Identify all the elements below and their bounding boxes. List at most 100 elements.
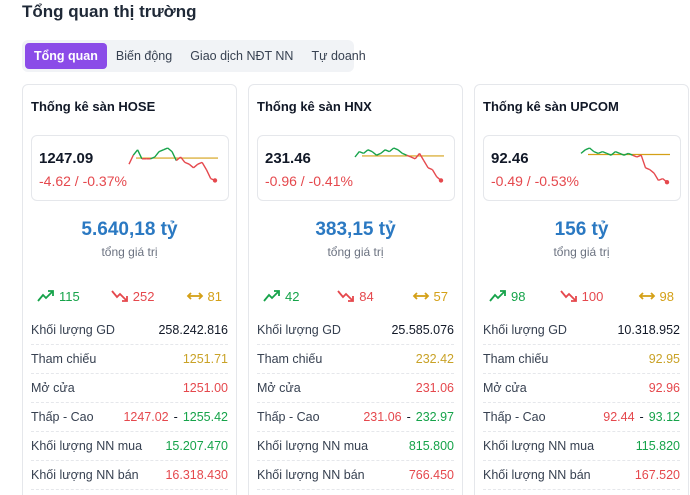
market-breadth: 98 100 98 xyxy=(483,287,680,305)
stats-list: Khối lượng GD 10.318.952 Tham chiếu 92.9… xyxy=(483,316,680,490)
value-foreign-sell: 167.520 xyxy=(634,468,680,482)
sparkline-segment xyxy=(602,150,608,155)
sparkline-segment xyxy=(427,167,433,171)
sparkline-segment xyxy=(163,147,168,151)
row-foreign-buy: Khối lượng NN mua 15.207.470 xyxy=(31,432,228,461)
market-breadth: 115 252 81 xyxy=(31,287,228,305)
value-low-high: 1247.02-1255.42 xyxy=(123,410,228,424)
sparkline-segment xyxy=(628,152,633,156)
sparkline-segment xyxy=(354,151,360,158)
sparkline-segment xyxy=(393,147,399,151)
sparkline-segment xyxy=(589,147,595,153)
intraday-sparkline xyxy=(354,147,444,183)
index-summary[interactable]: 231.46 -0.96 / -0.41% xyxy=(257,135,455,201)
sparkline-segment xyxy=(423,160,429,169)
total-value-caption: tổng giá trị xyxy=(553,245,610,259)
value-open: 1251.00 xyxy=(182,381,228,395)
tab-proprietary[interactable]: Tự doanh xyxy=(311,49,366,63)
label-foreign-sell: Khối lượng NN bán xyxy=(483,468,591,482)
sparkline-segment xyxy=(640,154,647,169)
row-volume: Khối lượng GD 25.585.076 xyxy=(257,316,454,345)
value-foreign-sell: 16.318.430 xyxy=(165,468,228,482)
index-change: -4.62 / -0.37% xyxy=(39,173,127,189)
value-foreign-buy: 115.820 xyxy=(635,439,680,453)
tab-fluctuation[interactable]: Biến động xyxy=(115,49,173,63)
decliners-count: 252 xyxy=(132,288,155,304)
index-summary[interactable]: 1247.09 -4.62 / -0.37% xyxy=(31,135,229,201)
tab-bar: Tổng quan Biến động Giao dịch NĐT NN Tự … xyxy=(22,40,366,72)
tab-overview[interactable]: Tổng quan xyxy=(25,43,107,69)
advancers-count: 115 xyxy=(59,288,80,304)
value-low-high: 231.06-232.97 xyxy=(363,410,454,424)
last-price-dot xyxy=(664,180,670,185)
decliners: 252 xyxy=(111,288,155,304)
sparkline-segment xyxy=(580,149,586,154)
row-reference: Tham chiếu 1251.71 xyxy=(31,345,228,374)
label-foreign-buy: Khối lượng NN mua xyxy=(483,439,595,453)
sparkline-segment xyxy=(376,152,382,156)
unchanged: 98 xyxy=(638,289,674,304)
sparkline-segment xyxy=(397,149,403,154)
sparkline-segment xyxy=(632,154,638,158)
unchanged-count: 81 xyxy=(207,288,222,304)
unchanged-count: 57 xyxy=(433,288,448,304)
last-price-dot xyxy=(438,178,444,183)
sparkline-segment xyxy=(367,149,373,153)
arrows-horizontal-icon xyxy=(412,292,429,300)
label-volume: Khối lượng GD xyxy=(483,323,567,337)
value-low: 92.44 xyxy=(603,410,635,424)
value-reference: 232.42 xyxy=(415,352,454,366)
label-low-high: Thấp - Cao xyxy=(483,410,546,424)
advancers: 42 xyxy=(263,289,299,304)
value-volume: 258.242.816 xyxy=(158,323,228,337)
value-foreign-sell: 766.450 xyxy=(408,468,454,482)
label-reference: Tham chiếu xyxy=(257,352,323,366)
sparkline-segment xyxy=(384,149,390,153)
sparkline-segment xyxy=(136,149,143,160)
label-open: Mở cửa xyxy=(31,381,75,395)
advancers-count: 42 xyxy=(285,288,300,304)
label-open: Mở cửa xyxy=(257,381,301,395)
sparkline-segment xyxy=(197,161,203,165)
total-value-caption: tổng giá trị xyxy=(101,245,158,259)
trend-up-icon xyxy=(489,290,506,302)
label-foreign-buy: Khối lượng NN mua xyxy=(31,439,143,453)
row-reference: Tham chiếu 232.42 xyxy=(257,345,454,374)
exchange-card-1: Thống kê sàn HNX 231.46 -0.96 / -0.41% 3… xyxy=(248,84,463,495)
sparkline-segment xyxy=(363,149,369,154)
sparkline-segment xyxy=(418,153,425,161)
arrows-horizontal-icon xyxy=(186,292,203,300)
card-title: Thống kê sàn HOSE xyxy=(31,99,156,114)
value-open: 231.06 xyxy=(415,381,454,395)
sparkline-segment xyxy=(201,162,208,170)
sparkline-segment xyxy=(158,149,164,153)
sparkline-segment xyxy=(623,152,629,156)
advancers: 115 xyxy=(37,289,80,304)
sparkline-segment xyxy=(606,152,612,156)
unchanged-count: 98 xyxy=(659,288,674,304)
index-value: 92.46 xyxy=(491,150,529,167)
value-volume: 25.585.076 xyxy=(391,323,454,337)
card-title: Thống kê sàn HNX xyxy=(257,99,372,114)
total-value: 383,15 tỷ xyxy=(315,219,396,240)
trend-up-icon xyxy=(37,290,54,302)
row-reference: Tham chiếu 92.95 xyxy=(483,345,680,374)
trend-down-icon xyxy=(337,290,355,302)
value-volume: 10.318.952 xyxy=(617,323,680,337)
row-foreign-buy: Khối lượng NN mua 115.820 xyxy=(483,432,680,461)
sparkline-segment xyxy=(188,163,194,169)
trend-down-icon xyxy=(559,290,577,302)
index-summary[interactable]: 92.46 -0.49 / -0.53% xyxy=(483,135,681,201)
decliners-count: 84 xyxy=(359,288,374,304)
page-title: Tổng quan thị trường xyxy=(22,2,197,21)
index-change: -0.49 / -0.53% xyxy=(491,173,579,189)
row-foreign-sell: Khối lượng NN bán 16.318.430 xyxy=(31,461,228,490)
label-low-high: Thấp - Cao xyxy=(257,410,320,424)
tab-foreign-trading[interactable]: Giao dịch NĐT NN xyxy=(190,49,294,63)
label-volume: Khối lượng GD xyxy=(257,323,341,337)
exchange-card-0: Thống kê sàn HOSE 1247.09 -4.62 / -0.37%… xyxy=(22,84,237,495)
row-foreign-sell: Khối lượng NN bán 167.520 xyxy=(483,461,680,490)
trend-down-icon xyxy=(111,290,128,302)
sparkline-segment xyxy=(658,177,663,182)
row-volume: Khối lượng GD 10.318.952 xyxy=(483,316,680,345)
